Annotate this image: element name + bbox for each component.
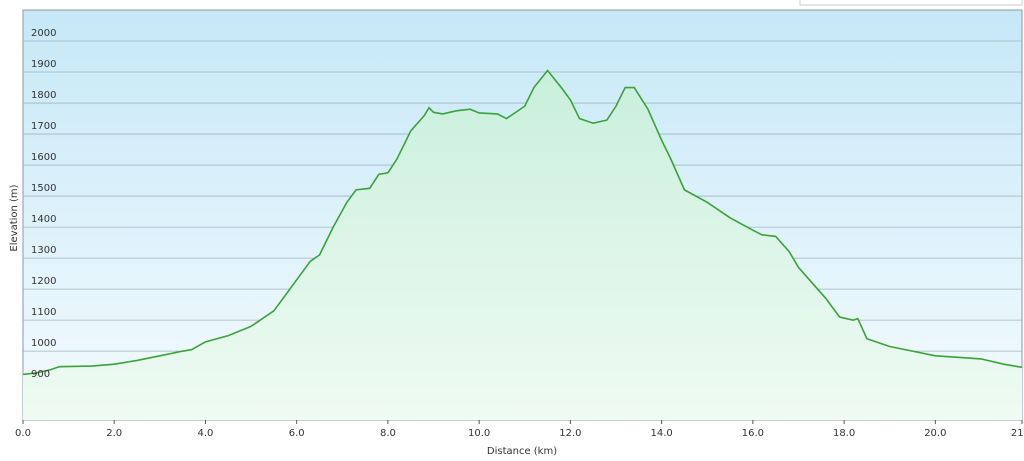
x-tick-label: 16.0 — [742, 428, 764, 439]
y-tick-label: 1600 — [31, 152, 56, 163]
x-tick-label: 2.0 — [106, 428, 122, 439]
x-tick-label: 21.9 — [1011, 428, 1024, 439]
y-tick-label: 2000 — [31, 28, 56, 39]
y-tick-label: 1700 — [31, 121, 56, 132]
x-tick-label: 6.0 — [289, 428, 305, 439]
x-tick-label: 4.0 — [198, 428, 214, 439]
x-tick-label: 20.0 — [924, 428, 946, 439]
elevation-area — [23, 70, 1022, 420]
y-tick-label: 1900 — [31, 59, 56, 70]
x-tick-label: 8.0 — [380, 428, 396, 439]
x-tick-label: 12.0 — [559, 428, 581, 439]
x-tick-label: 14.0 — [650, 428, 672, 439]
y-tick-label: 1100 — [31, 307, 56, 318]
y-tick-label: 1500 — [31, 183, 56, 194]
y-tick-label: 1300 — [31, 245, 56, 256]
y-tick-label: 1200 — [31, 276, 56, 287]
legend-box — [799, 0, 1023, 6]
x-axis-title: Distance (km) — [487, 446, 557, 457]
elevation-line — [22, 69, 1023, 376]
y-tick-label: 1400 — [31, 214, 56, 225]
y-tick-label: 1800 — [31, 90, 56, 101]
x-tick-label: 18.0 — [833, 428, 855, 439]
y-tick-label: 900 — [31, 369, 50, 380]
x-tick-label: 10.0 — [468, 428, 490, 439]
x-tick-label: 0.0 — [15, 428, 31, 439]
y-tick-label: 1000 — [31, 338, 56, 349]
y-axis-title: Elevation (m) — [9, 184, 20, 251]
